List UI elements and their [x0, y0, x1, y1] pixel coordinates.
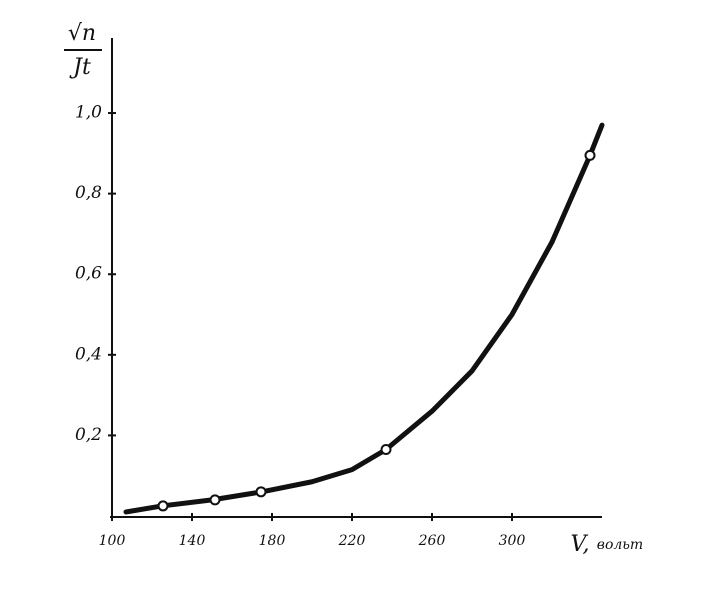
- x-tick-label: 100: [99, 533, 126, 549]
- x-unit: вольт: [597, 537, 643, 553]
- x-tick-label: 220: [338, 533, 366, 549]
- data-point: [584, 149, 596, 161]
- y-tick-label: 0,2: [75, 425, 102, 445]
- x-tick-label: 300: [499, 533, 526, 549]
- data-point: [255, 486, 267, 498]
- y-label-bottom: Jt: [69, 55, 91, 80]
- y-tick-label: 0,4: [75, 344, 102, 364]
- y-tick-label: 1,0: [75, 103, 102, 123]
- curve: [123, 122, 605, 515]
- x-tick-label: 140: [179, 533, 206, 549]
- y-tick-label: 0,8: [75, 183, 102, 203]
- x-tick-label: 260: [418, 533, 446, 549]
- x-tick-label: 180: [259, 533, 286, 549]
- x-label: V,: [570, 532, 589, 557]
- data-point: [157, 500, 169, 512]
- y-tick-label: 0,6: [75, 264, 102, 284]
- y-label-top: √n: [68, 21, 96, 46]
- data-point: [209, 494, 221, 506]
- data-point: [380, 444, 392, 456]
